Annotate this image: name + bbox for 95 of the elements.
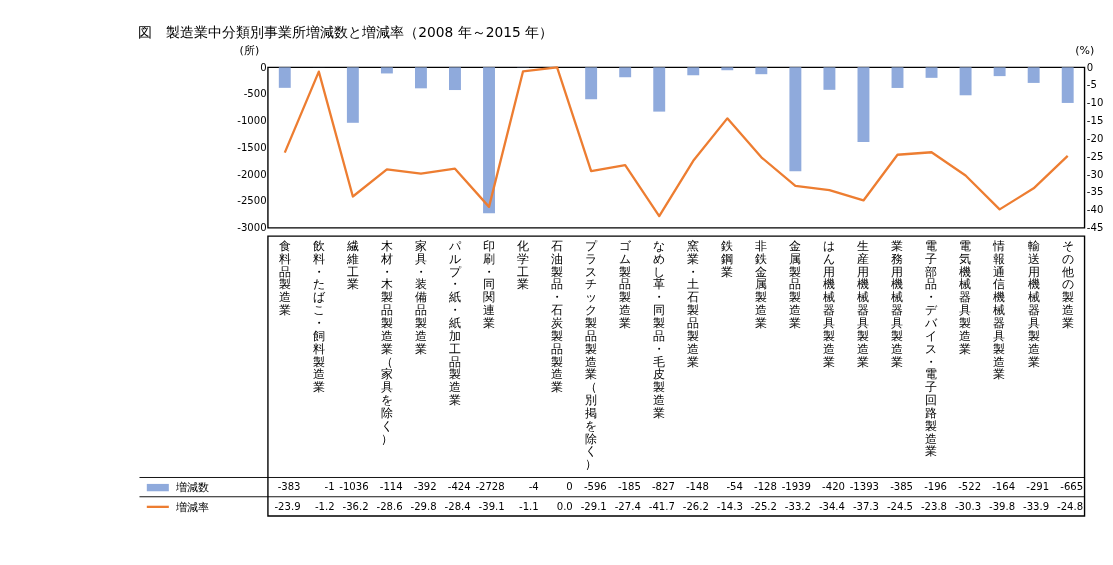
category-label: パルプ・紙・紙加工品製造業 <box>449 238 462 408</box>
data-label: -29.8 <box>410 500 437 512</box>
data-label: -114 <box>379 481 403 493</box>
category-label: 情報通信機械器具製造業 <box>993 238 1006 382</box>
chart-title: 図 製造業中分類別事業所増減数と増減率（2008 年～2015 年） <box>138 24 554 41</box>
category-label: 石油製品・石炭製品製造業 <box>551 238 564 395</box>
data-label: -128 <box>754 481 777 493</box>
category-label: 輸送用機械器具製造業 <box>1027 238 1040 369</box>
y-tick-label: -1500 <box>237 141 267 153</box>
data-label: -164 <box>992 481 1016 493</box>
data-label: -1393 <box>849 481 879 493</box>
x-tick-label: 印刷・同関連業 <box>483 238 496 331</box>
y-axis-title: (所) <box>239 44 260 58</box>
data-label: -1036 <box>339 481 369 493</box>
y-tick-label: 0 <box>260 61 267 73</box>
data-label: -383 <box>277 481 301 493</box>
x-tick-label: 繊維工業 <box>345 238 359 292</box>
legend-label: 増減率 <box>175 500 210 514</box>
x-tick-label: その他の製造業 <box>1061 238 1074 331</box>
data-label: -2728 <box>475 481 505 493</box>
category-label: はん用機械器具製造業 <box>823 238 836 369</box>
category-label: 家具・装備品製造業 <box>415 238 428 356</box>
y2-tick-label: -25 <box>1086 150 1104 162</box>
data-label: 0.0 <box>556 500 573 512</box>
y2-tick-label: -35 <box>1086 186 1104 198</box>
data-label: -33.9 <box>1023 500 1050 512</box>
data-label: -291 <box>1026 481 1050 493</box>
category-label: 窯業・土石製品製造業 <box>687 238 700 369</box>
data-label: -29.1 <box>580 500 607 512</box>
data-label: -196 <box>924 481 948 493</box>
y2-tick-label: -20 <box>1086 132 1104 144</box>
y2-tick-label: -5 <box>1086 79 1097 91</box>
data-label: -28.6 <box>376 500 403 512</box>
y-tick-label: -3000 <box>237 222 267 234</box>
data-label: -1 <box>324 481 335 493</box>
data-label: -33.2 <box>784 500 811 512</box>
data-label: -25.2 <box>750 500 777 512</box>
y2-tick-label: -40 <box>1086 204 1104 216</box>
category-label: 生産用機械器具製造業 <box>857 238 870 369</box>
data-label: 0 <box>566 481 573 493</box>
data-label: -36.2 <box>342 500 369 512</box>
category-label: 業務用機械器具製造業 <box>891 238 904 369</box>
data-label: -385 <box>890 481 914 493</box>
y-tick-label: -500 <box>243 88 267 100</box>
category-label: 電子部品・デバイス・電子回路製造業 <box>925 238 938 459</box>
data-label: -41.7 <box>648 500 675 512</box>
data-label: -827 <box>651 481 675 493</box>
data-label: -28.4 <box>444 500 471 512</box>
x-tick-label: ゴム製品製造業 <box>619 238 633 331</box>
y2-tick-label: 0 <box>1086 61 1094 73</box>
data-label: -24.8 <box>1057 500 1084 512</box>
data-label: -522 <box>958 481 982 493</box>
x-tick-label: 金属製品製造業 <box>789 238 802 331</box>
category-label: 電気機械器具製造業 <box>959 238 972 356</box>
data-label: -185 <box>617 481 641 493</box>
data-label: -148 <box>685 481 709 493</box>
data-label: -1.2 <box>314 500 335 512</box>
data-label: -37.3 <box>852 500 879 512</box>
category-label: 飲料・たばこ・飼料製造業 <box>312 238 325 395</box>
data-label: -34.4 <box>818 500 845 512</box>
category-label: なめし革・同製品・毛皮製造業 <box>653 238 666 420</box>
y-tick-label: -1000 <box>237 115 267 127</box>
line-series <box>283 66 1069 218</box>
data-label: -54 <box>726 481 743 493</box>
x-tick-label: 食料品製造業 <box>278 238 291 318</box>
data-label: -23.8 <box>920 500 948 512</box>
data-label: -420 <box>822 481 845 493</box>
data-label: -30.3 <box>954 500 982 512</box>
data-label: -14.3 <box>716 500 743 512</box>
data-label: -39.1 <box>478 500 505 512</box>
legend-label: 増減数 <box>175 481 210 495</box>
data-label: -27.4 <box>614 500 641 512</box>
y2-tick-label: -10 <box>1086 97 1104 109</box>
x-tick-label: 鉄鋼業 <box>721 238 734 279</box>
category-label: プラスチック製品製造業（別掲を除く） <box>585 238 598 472</box>
data-label: -424 <box>447 481 471 493</box>
y2-axis-title: (%) <box>1075 44 1095 58</box>
y2-tick-label: -30 <box>1086 168 1104 180</box>
data-label: -39.8 <box>989 500 1016 512</box>
category-label: 木材・木製品製造業（家具を除く） <box>381 238 394 446</box>
data-label: -1.1 <box>519 500 539 512</box>
y-tick-label: -2000 <box>237 168 267 180</box>
x-tick-label: 化学工業 <box>517 238 530 292</box>
x-tick-label: 非鉄金属製造業 <box>755 238 768 331</box>
data-label: -24.5 <box>886 500 914 512</box>
y2-tick-label: -15 <box>1086 115 1104 127</box>
data-label: -4 <box>528 481 539 493</box>
data-label: -23.9 <box>274 500 301 512</box>
data-label: -1939 <box>781 481 811 493</box>
data-label: -392 <box>413 481 437 493</box>
data-label: -596 <box>583 481 607 493</box>
y-tick-label: -2500 <box>237 195 267 207</box>
y2-tick-label: -45 <box>1086 222 1104 234</box>
data-label: -26.2 <box>682 500 709 512</box>
data-label: -665 <box>1060 481 1084 493</box>
